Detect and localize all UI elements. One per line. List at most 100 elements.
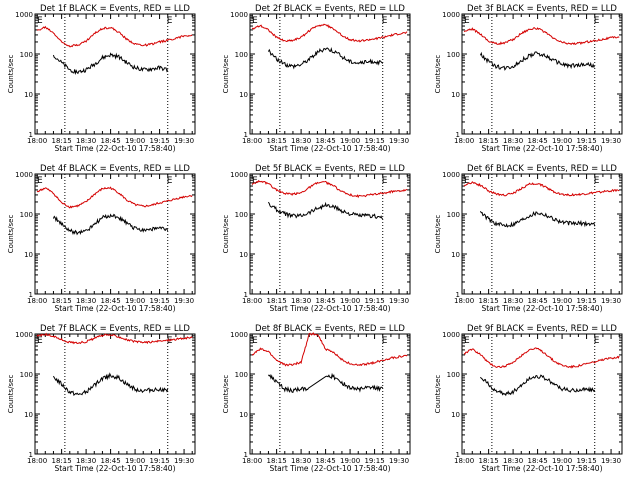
plot-frame (34, 173, 196, 295)
x-tick-label: 19:15 (149, 137, 169, 145)
y-tick-label: 1000 (230, 331, 248, 339)
y-tick-label: 10 (239, 251, 248, 259)
x-tick-label: 18:30 (503, 297, 523, 305)
detector-panel-8: Det 8f BLACK = Events, RED = LLD 1 10 100 10… (222, 324, 411, 473)
lld-series-line (36, 25, 193, 48)
y-tick-label: 1 (29, 291, 33, 299)
event-marker-label: E (37, 336, 43, 346)
panel-title: Det 8f BLACK = Events, RED = LLD (255, 324, 405, 334)
y-tick-label: 1 (244, 131, 248, 139)
event-marker-label: E (252, 16, 258, 26)
event-marker-label: E (464, 16, 470, 26)
y-tick-label: 100 (20, 51, 33, 59)
x-tick-label: 18:00 (454, 297, 474, 305)
x-tick-label: 18:15 (479, 457, 499, 465)
x-tick-label: 18:00 (27, 297, 47, 305)
panel-title: Det 3f BLACK = Events, RED = LLD (467, 4, 617, 14)
x-tick-label: 18:15 (267, 297, 287, 305)
event-marker-label: E (594, 16, 600, 26)
lld-series-line (36, 332, 193, 345)
y-tick-label: 100 (447, 371, 460, 379)
x-tick-label: 19:00 (125, 457, 145, 465)
x-tick-label: 19:30 (174, 297, 194, 305)
x-axis-label: Start Time (22-Oct-10 17:58:40) (269, 304, 390, 313)
x-tick-label: 18:15 (267, 137, 287, 145)
events-series-line (479, 51, 595, 71)
x-axis-label: Start Time (22-Oct-10 17:58:40) (481, 464, 602, 473)
y-axis-label: Counts/sec (7, 375, 15, 414)
x-tick-label: 19:15 (149, 297, 169, 305)
event-marker-label: E (464, 176, 470, 186)
x-tick-label: 18:00 (242, 137, 262, 145)
y-tick-label: 1000 (230, 171, 248, 179)
lld-series-line (36, 186, 193, 209)
x-tick-label: 18:30 (291, 457, 311, 465)
x-tick-label: 19:15 (364, 457, 384, 465)
panel-title: Det 2f BLACK = Events, RED = LLD (255, 4, 405, 14)
x-tick-label: 18:15 (479, 137, 499, 145)
x-tick-label: 19:00 (552, 297, 572, 305)
x-tick-label: 19:30 (601, 137, 621, 145)
x-tick-label: 18:45 (315, 297, 335, 305)
x-axis-label: Start Time (22-Oct-10 17:58:40) (54, 464, 175, 473)
detector-panel-7: Det 7f BLACK = Events, RED = LLD 1 10 100 10… (7, 324, 196, 473)
x-tick-label: 19:00 (125, 297, 145, 305)
x-axis-label: Start Time (22-Oct-10 17:58:40) (269, 464, 390, 473)
event-marker-label: E (382, 176, 388, 186)
plot-frame (461, 333, 623, 455)
event-marker-label: E (37, 16, 43, 26)
x-tick-label: 19:00 (125, 137, 145, 145)
lld-series-line (463, 181, 620, 197)
detector-panel-6: Det 6f BLACK = Events, RED = LLD 1 10 100 10… (434, 164, 623, 313)
x-tick-label: 18:00 (27, 457, 47, 465)
x-tick-label: 18:45 (100, 137, 120, 145)
plot-frame (34, 333, 196, 455)
x-axis-label: Start Time (22-Oct-10 17:58:40) (269, 144, 390, 153)
x-tick-label: 18:15 (52, 297, 72, 305)
lld-series-line (251, 179, 408, 199)
panel-title: Det 7f BLACK = Events, RED = LLD (40, 324, 190, 334)
x-tick-label: 18:00 (454, 457, 474, 465)
x-tick-label: 18:30 (503, 137, 523, 145)
x-axis-label: Start Time (22-Oct-10 17:58:40) (54, 304, 175, 313)
x-tick-label: 19:15 (149, 457, 169, 465)
x-tick-label: 18:45 (527, 137, 547, 145)
detector-panel-3: Det 3f BLACK = Events, RED = LLD 1 10 100 10… (434, 4, 623, 153)
x-tick-label: 19:30 (174, 457, 194, 465)
lld-series-line (463, 347, 620, 369)
events-series-line (267, 201, 383, 220)
x-tick-label: 18:00 (242, 297, 262, 305)
event-marker-label: E (594, 336, 600, 346)
lld-series-line (251, 332, 408, 367)
x-axis-label: Start Time (22-Oct-10 17:58:40) (481, 144, 602, 153)
x-tick-label: 19:30 (601, 457, 621, 465)
x-tick-label: 18:45 (100, 297, 120, 305)
x-tick-label: 18:15 (479, 297, 499, 305)
event-marker-label: E (594, 176, 600, 186)
detector-panel-4: Det 4f BLACK = Events, RED = LLD 1 10 100 10… (7, 164, 196, 313)
x-tick-label: 19:00 (340, 297, 360, 305)
plot-frame (249, 333, 411, 455)
event-marker-label: E (382, 336, 388, 346)
x-tick-label: 18:45 (315, 457, 335, 465)
x-tick-label: 19:15 (576, 137, 596, 145)
x-tick-label: 18:30 (291, 297, 311, 305)
x-tick-label: 19:15 (364, 297, 384, 305)
plot-frame (249, 13, 411, 135)
x-axis-label: Start Time (22-Oct-10 17:58:40) (481, 304, 602, 313)
x-tick-label: 18:15 (52, 457, 72, 465)
x-tick-label: 18:30 (503, 457, 523, 465)
y-axis-label: Counts/sec (7, 215, 15, 254)
events-series-line (52, 372, 169, 397)
y-tick-label: 1000 (15, 171, 33, 179)
event-marker-label: E (167, 176, 173, 186)
lld-series-line (251, 23, 408, 43)
y-axis-label: Counts/sec (434, 375, 442, 414)
plot-frame (34, 13, 196, 135)
x-tick-label: 19:30 (389, 137, 409, 145)
y-tick-label: 100 (235, 211, 248, 219)
lld-series-line (463, 27, 620, 46)
y-tick-label: 10 (24, 251, 33, 259)
y-tick-label: 100 (235, 51, 248, 59)
